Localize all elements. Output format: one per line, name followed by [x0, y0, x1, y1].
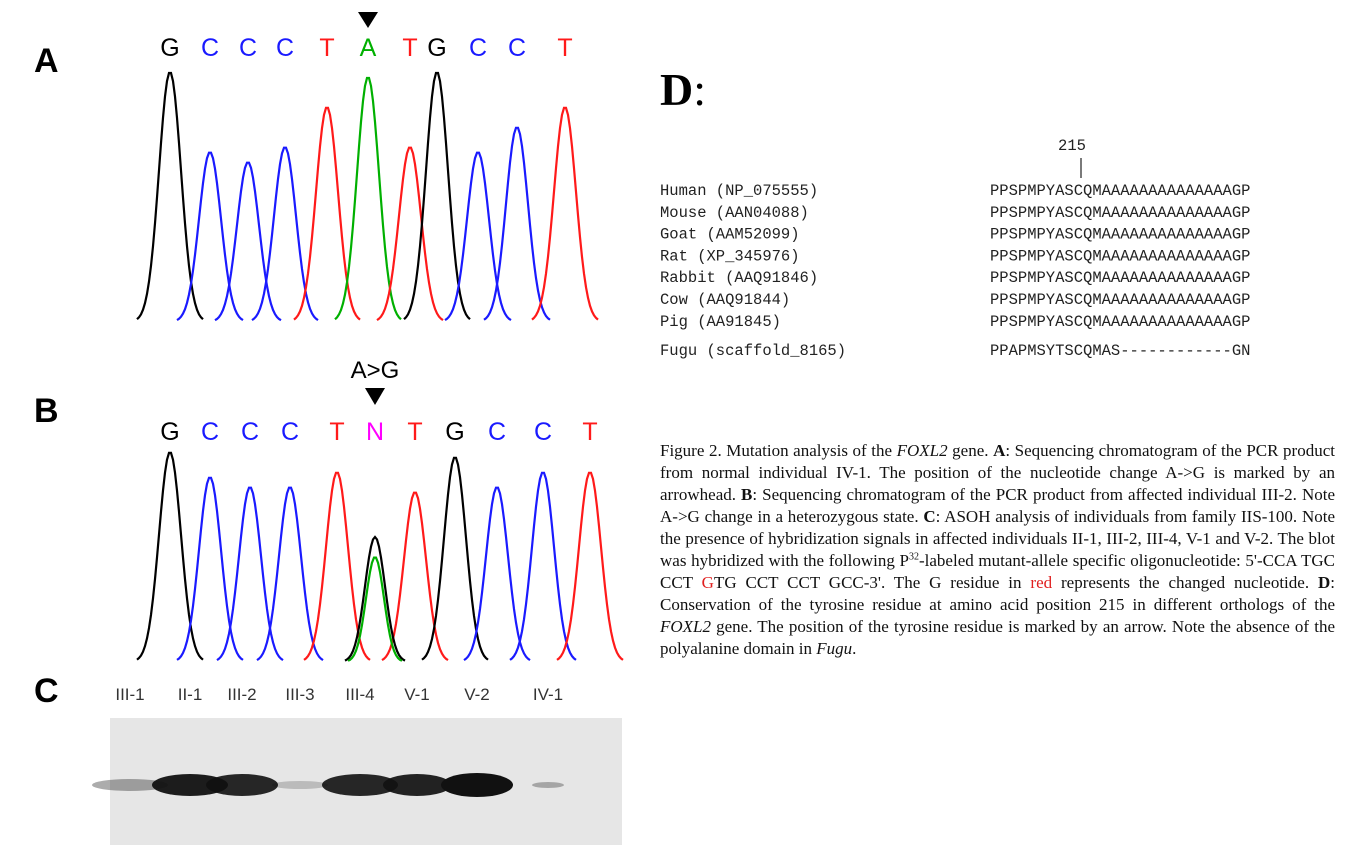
species-name: Cow (AAQ91844): [660, 291, 790, 309]
base-call: C: [201, 418, 219, 446]
separator: :: [693, 64, 706, 115]
species-name: Fugu (scaffold_8165): [660, 342, 846, 360]
sequence: PPSPMPYASCQMAAAAAAAAAAAAAAGP: [990, 269, 1250, 287]
species-name: Mouse (AAN04088): [660, 204, 809, 222]
trace-peak: [257, 488, 323, 660]
caption-text: Figure 2. Mutation analysis of the: [660, 441, 897, 460]
base-call: T: [407, 418, 422, 446]
trace-peak: [348, 558, 402, 661]
arrowhead: [365, 388, 385, 405]
base-call: C: [276, 34, 294, 62]
base-call: G: [445, 418, 464, 446]
panel-label: D:: [660, 64, 706, 115]
species-name: Goat (AAM52099): [660, 226, 800, 244]
base-call: G: [427, 34, 446, 62]
panel-label-text: D: [660, 64, 693, 115]
lane-label: III-3: [285, 685, 314, 704]
base-call: G: [160, 418, 179, 446]
trace-peak: [484, 128, 550, 320]
base-call: C: [281, 418, 299, 446]
trace-peak: [422, 458, 488, 660]
base-call: T: [319, 34, 334, 62]
position-label: 215: [1058, 137, 1086, 155]
panel-ref: C: [923, 507, 935, 526]
trace-peak: [445, 153, 511, 320]
species-name: Human (NP_075555): [660, 182, 818, 200]
trace-peak: [532, 108, 598, 320]
figure-graphics: A B C A>G D: 215 GCCCTATGCCTGCCCTNTGCCTI…: [0, 0, 1351, 845]
base-call: C: [239, 34, 257, 62]
sequence: PPSPMPYASCQMAAAAAAAAAAAAAAGP: [990, 226, 1250, 244]
base-call: C: [534, 418, 552, 446]
gene-name: FOXL2: [897, 441, 948, 460]
species-name: Pig (AA91845): [660, 313, 781, 331]
base-call: C: [469, 34, 487, 62]
lane-label: III-2: [227, 685, 256, 704]
base-call: A: [360, 34, 377, 62]
figure: A B C A>G D: 215 GCCCTATGCCTGCCCTNTGCCTI…: [0, 0, 1351, 845]
band: [206, 774, 278, 796]
panel-label: C: [34, 672, 59, 710]
panel-label: A: [34, 42, 59, 80]
sequence: PPSPMPYASCQMAAAAAAAAAAAAAAGP: [990, 247, 1250, 265]
base-call: T: [402, 34, 417, 62]
sequence: PPSPMPYASCQMAAAAAAAAAAAAAAGP: [990, 204, 1250, 222]
lane-label: V-1: [404, 685, 430, 704]
sequence: PPSPMPYASCQMAAAAAAAAAAAAAAGP: [990, 182, 1250, 200]
base-call: C: [488, 418, 506, 446]
base-call: C: [201, 34, 219, 62]
lane-label: V-2: [464, 685, 490, 704]
lane-label: II-1: [178, 685, 203, 704]
caption: Figure 2. Mutation analysis of the FOXL2…: [660, 440, 1335, 660]
caption-text: represents the changed nucleotide.: [1052, 573, 1318, 592]
sequence: PPAPMSYTSCQMAS------------GN: [990, 342, 1250, 360]
red-word: red: [1030, 573, 1052, 592]
trace-peak: [137, 453, 203, 660]
species-name: Rabbit (AAQ91846): [660, 269, 818, 287]
caption-text: .: [852, 639, 856, 658]
band: [441, 773, 513, 797]
sequence: PPSPMPYASCQMAAAAAAAAAAAAAAGP: [990, 313, 1250, 331]
panel-ref: A: [993, 441, 1005, 460]
trace-peak: [377, 148, 443, 320]
trace-peak: [217, 488, 283, 660]
trace-peak: [464, 488, 530, 660]
base-call: T: [329, 418, 344, 446]
caption-text: TG CCT CCT GCC-3'. The G residue in: [714, 573, 1030, 592]
panel-label: B: [34, 392, 59, 430]
lane-label: IV-1: [533, 685, 563, 704]
trace-peak: [510, 473, 576, 660]
base-call: C: [241, 418, 259, 446]
lane-label: III-1: [115, 685, 144, 704]
gene-name: FOXL2: [660, 617, 711, 636]
trace-peak: [137, 73, 203, 319]
trace-peak: [252, 148, 318, 320]
superscript: 32: [909, 551, 919, 562]
caption-text: gene.: [948, 441, 994, 460]
sequence: PPSPMPYASCQMAAAAAAAAAAAAAAGP: [990, 291, 1250, 309]
species-name: Rat (XP_345976): [660, 247, 800, 265]
trace-peak: [177, 478, 243, 660]
band: [532, 782, 564, 788]
species-name: Fugu: [816, 639, 852, 658]
panel-ref: B: [741, 485, 752, 504]
base-call: T: [557, 34, 572, 62]
base-call: C: [508, 34, 526, 62]
trace-peak: [557, 473, 623, 660]
caption-text: gene. The position of the tyrosine resid…: [660, 617, 1335, 658]
base-call: T: [582, 418, 597, 446]
base-call: G: [160, 34, 179, 62]
base-call: N: [366, 418, 384, 446]
band: [272, 781, 328, 789]
changed-nucleotide: G: [702, 573, 714, 592]
band: [383, 774, 451, 796]
lane-label: III-4: [345, 685, 374, 704]
panel-ref: D: [1318, 573, 1330, 592]
arrowhead: [358, 12, 378, 28]
mutation-annotation: A>G: [351, 357, 400, 384]
